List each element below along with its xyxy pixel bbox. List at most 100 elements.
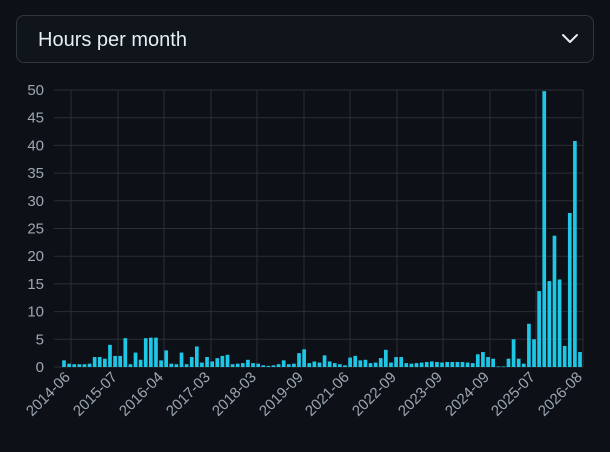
bar[interactable] [251,363,255,367]
bar[interactable] [501,366,506,368]
bar[interactable] [235,363,240,367]
bar[interactable] [103,358,107,367]
bar[interactable] [210,361,214,367]
bar[interactable] [205,357,209,367]
bar[interactable] [475,354,480,367]
bar[interactable] [562,345,567,367]
bar[interactable] [527,323,531,367]
bar[interactable] [450,362,455,367]
bar[interactable] [378,358,383,367]
bar[interactable] [573,140,577,367]
bar[interactable] [246,359,250,367]
bar[interactable] [332,363,337,367]
bar[interactable] [118,355,123,367]
bar[interactable] [82,364,87,367]
bar[interactable] [164,350,169,367]
bar[interactable] [486,357,490,367]
bar[interactable] [521,363,526,367]
bar[interactable] [215,358,220,367]
bar[interactable] [578,352,582,367]
bar[interactable] [72,364,77,367]
bar[interactable] [424,362,429,367]
bar[interactable] [143,338,148,367]
metric-select[interactable]: Hours per month [16,15,594,63]
bar[interactable] [363,359,368,367]
bar[interactable] [307,363,312,367]
bar[interactable] [491,358,495,367]
bar[interactable] [256,363,260,367]
bar[interactable] [460,362,465,367]
bar[interactable] [194,346,199,368]
bar[interactable] [92,357,97,367]
bar[interactable] [302,349,306,367]
bar[interactable] [409,363,414,367]
bar[interactable] [358,360,363,367]
bar[interactable] [108,344,112,367]
bar[interactable] [348,357,352,367]
bar[interactable] [266,365,271,367]
bar[interactable] [312,361,317,367]
bar[interactable] [189,357,194,367]
bar[interactable] [404,363,409,367]
bar[interactable] [225,354,230,367]
bar[interactable] [297,353,301,367]
bar[interactable] [542,91,547,368]
bar[interactable] [281,360,286,367]
bar[interactable] [327,361,332,367]
bar[interactable] [465,362,470,367]
bar[interactable] [537,291,541,367]
bar[interactable] [133,352,138,367]
bar[interactable] [506,358,511,367]
bar[interactable] [384,349,388,367]
bar[interactable] [179,352,184,367]
bar[interactable] [200,362,204,367]
bar[interactable] [322,355,327,367]
bar[interactable] [154,337,158,367]
bar[interactable] [97,357,102,367]
bar[interactable] [470,363,475,367]
bar[interactable] [368,363,373,367]
bar[interactable] [169,363,174,367]
bar[interactable] [128,364,133,367]
bar[interactable] [343,365,347,367]
bar[interactable] [292,363,296,367]
bar[interactable] [552,235,557,367]
bar[interactable] [445,362,450,367]
bar[interactable] [77,364,82,367]
bar[interactable] [399,357,404,367]
bar[interactable] [271,365,276,367]
bar[interactable] [184,364,189,367]
bar[interactable] [220,355,225,367]
bar[interactable] [174,364,179,367]
bar[interactable] [440,362,444,367]
bar[interactable] [516,358,521,367]
bar[interactable] [567,212,572,367]
bar[interactable] [113,355,117,367]
bar[interactable] [87,363,92,367]
bar[interactable] [496,366,501,368]
bar[interactable] [419,362,424,367]
bar[interactable] [557,279,562,367]
bar[interactable] [547,281,552,367]
bar[interactable] [435,362,439,367]
bar[interactable] [373,362,378,367]
bar[interactable] [317,362,322,367]
bar[interactable] [532,339,536,367]
bar[interactable] [414,363,419,367]
bar[interactable] [261,365,266,367]
bar[interactable] [511,339,516,367]
bar[interactable] [276,364,281,367]
bar[interactable] [138,359,143,367]
bar[interactable] [394,357,398,367]
bar[interactable] [338,364,342,367]
bar[interactable] [159,360,163,367]
bar[interactable] [67,363,71,367]
bar[interactable] [286,364,291,367]
bar[interactable] [481,352,485,367]
bar[interactable] [353,355,358,367]
bar[interactable] [230,364,235,367]
bar[interactable] [240,363,245,367]
bar[interactable] [455,362,460,367]
bar[interactable] [430,361,434,367]
bar[interactable] [123,338,128,367]
